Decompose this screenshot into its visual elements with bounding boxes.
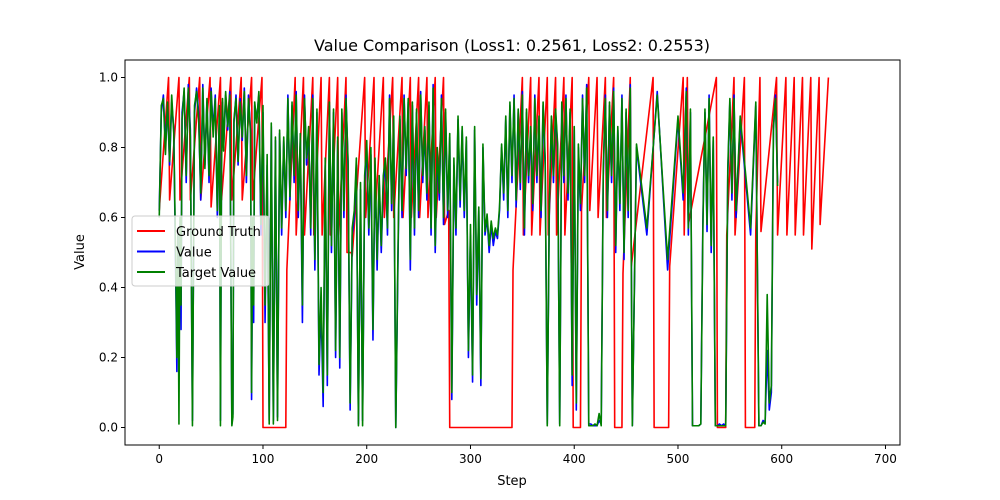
x-tick-label: 200 (355, 452, 378, 466)
legend: Ground Truth Value Target Value (131, 215, 270, 287)
legend-box (131, 215, 270, 287)
series-layer (158, 76, 830, 429)
y-tick-label: 0.4 (99, 281, 118, 295)
y-tick-label: 0.8 (99, 141, 118, 155)
x-tick-label: 400 (563, 452, 586, 466)
y-axis: 0.0 0.2 0.4 0.6 0.8 1.0 (99, 71, 125, 435)
series-line-target-value (158, 87, 779, 429)
legend-label: Target Value (175, 266, 256, 281)
x-axis: 0 100 200 300 400 500 600 700 (155, 445, 897, 466)
plot-area (124, 59, 901, 446)
x-tick-label: 300 (459, 452, 482, 466)
x-tick-label: 500 (667, 452, 690, 466)
legend-label: Value (176, 246, 212, 261)
plot-frame (124, 59, 901, 446)
y-tick-label: 0.0 (99, 421, 118, 435)
y-axis-label: Value (73, 234, 88, 270)
x-tick-label: 600 (770, 452, 793, 466)
chart-title: Value Comparison (Loss1: 0.2561, Loss2: … (314, 36, 710, 55)
x-tick-label: 100 (252, 452, 275, 466)
y-tick-label: 1.0 (99, 71, 118, 85)
legend-label: Ground Truth (176, 225, 261, 240)
y-tick-label: 0.6 (99, 211, 118, 225)
x-tick-label: 0 (155, 452, 163, 466)
x-axis-label: Step (497, 474, 527, 489)
x-tick-label: 700 (874, 452, 897, 466)
y-tick-label: 0.2 (99, 351, 118, 365)
